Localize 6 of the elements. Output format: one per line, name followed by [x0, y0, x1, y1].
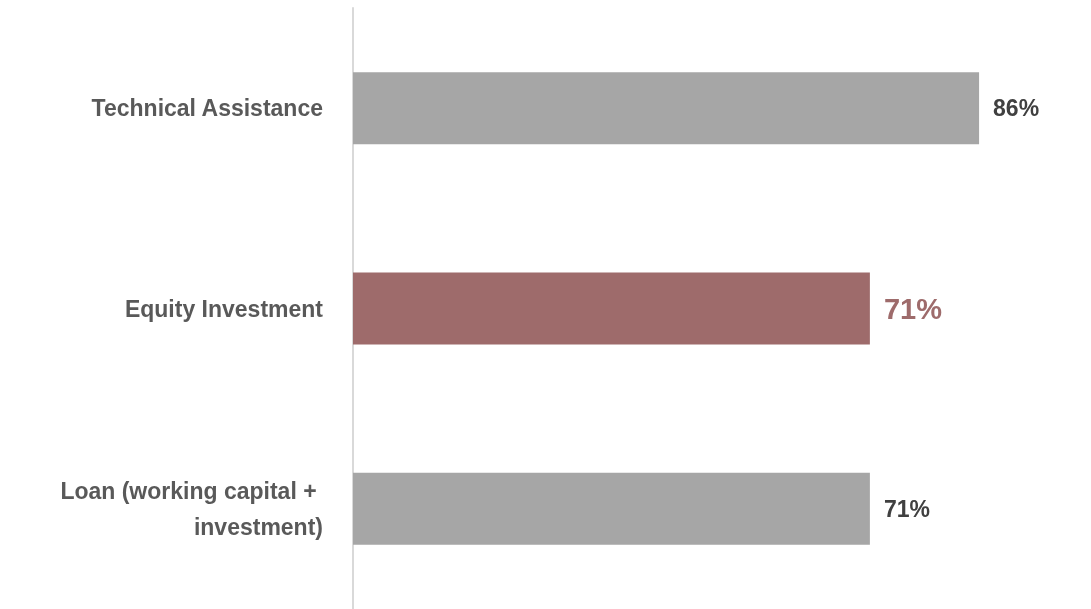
y-tick-label: Technical Assistance — [91, 95, 323, 122]
data-label: 71% — [883, 495, 930, 522]
y-tick-label: Loan (working capital + investment) — [60, 477, 323, 540]
y-tick-label: Equity Investment — [124, 295, 324, 322]
data-label: 71% — [883, 292, 943, 325]
data-label: 86% — [993, 95, 1040, 122]
